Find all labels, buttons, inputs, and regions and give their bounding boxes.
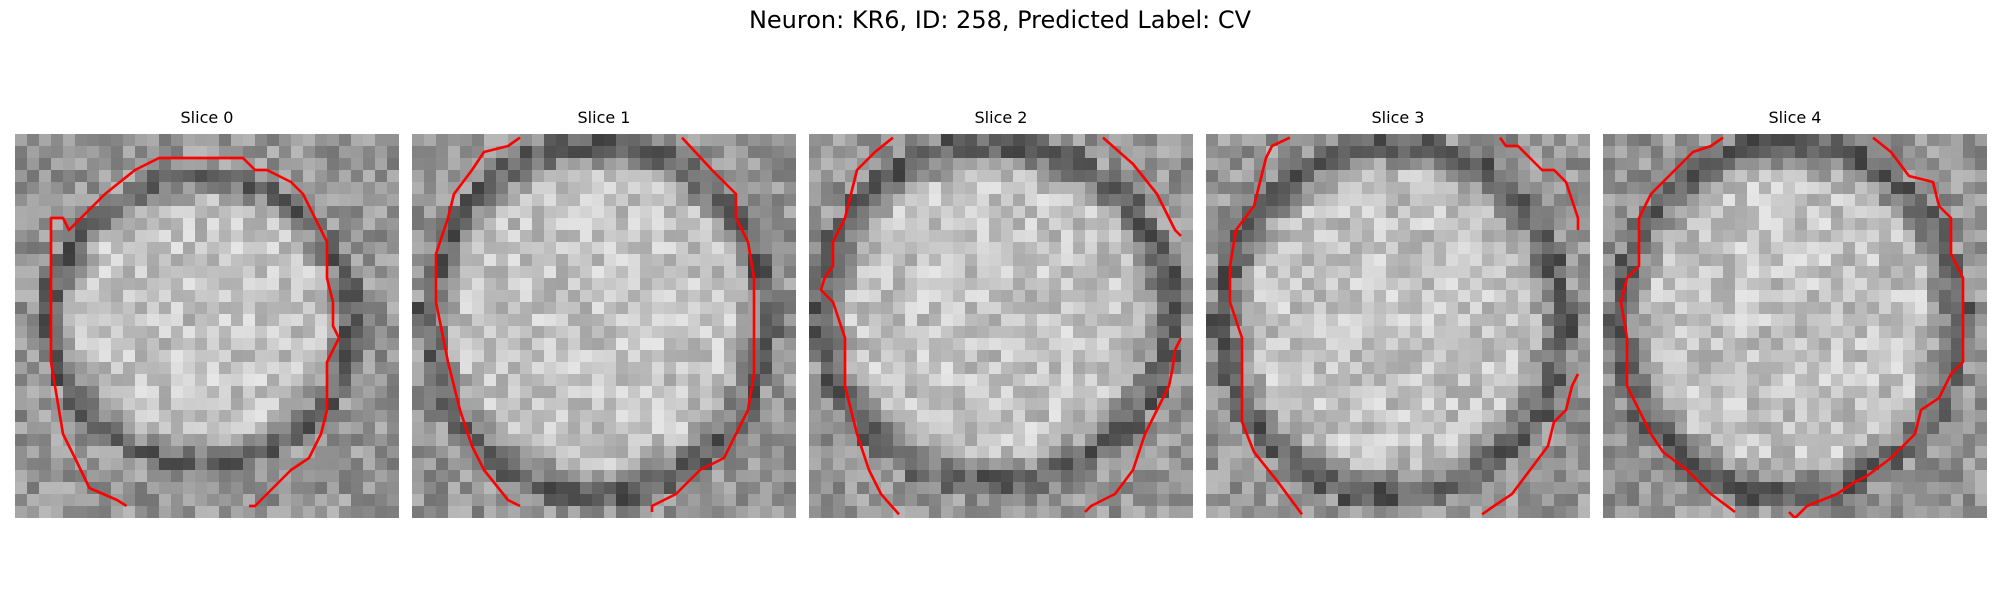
figure-title: Neuron: KR6, ID: 258, Predicted Label: C…	[748, 6, 1252, 34]
contour-overlay	[1619, 136, 1965, 518]
contour-overlay	[434, 136, 756, 512]
contour-overlay	[1228, 136, 1580, 516]
contour-line	[819, 136, 900, 516]
slice-title: Slice 4	[1768, 108, 1822, 127]
slice-panel-4: Slice 4	[1603, 108, 1987, 518]
contour-overlay	[49, 156, 341, 508]
slice-panel-3: Slice 3	[1206, 108, 1590, 518]
slice-image-1	[412, 134, 796, 518]
contour-line	[1084, 337, 1183, 513]
slice-title: Slice 1	[577, 108, 631, 127]
contour-line	[1619, 136, 1736, 514]
contour-line	[1228, 136, 1304, 516]
slice-image-0	[15, 134, 399, 518]
pixel-grid	[1603, 134, 1987, 518]
slice-image-3	[1206, 134, 1590, 518]
slice-title: Slice 0	[180, 108, 234, 127]
contour-line	[1481, 373, 1580, 516]
slice-title: Slice 3	[1371, 108, 1425, 127]
contour-line	[1498, 136, 1580, 230]
slice-panel-2: Slice 2	[809, 108, 1193, 518]
contour-overlay	[819, 136, 1183, 516]
pixel-grid	[15, 134, 399, 518]
contour-line	[1102, 136, 1182, 237]
slice-panel-1: Slice 1	[412, 108, 796, 518]
pixel-grid	[1206, 134, 1590, 518]
slice-panel-0: Slice 0	[15, 108, 399, 518]
contour-line	[434, 136, 521, 508]
contour-line	[49, 156, 341, 508]
contour-line	[1788, 136, 1965, 518]
slice-title: Slice 2	[974, 108, 1028, 127]
slice-image-2	[809, 134, 1193, 518]
slice-image-4	[1603, 134, 1987, 518]
pixel-grid	[412, 134, 796, 518]
contour-line	[650, 136, 756, 512]
pixel-grid	[809, 134, 1193, 518]
